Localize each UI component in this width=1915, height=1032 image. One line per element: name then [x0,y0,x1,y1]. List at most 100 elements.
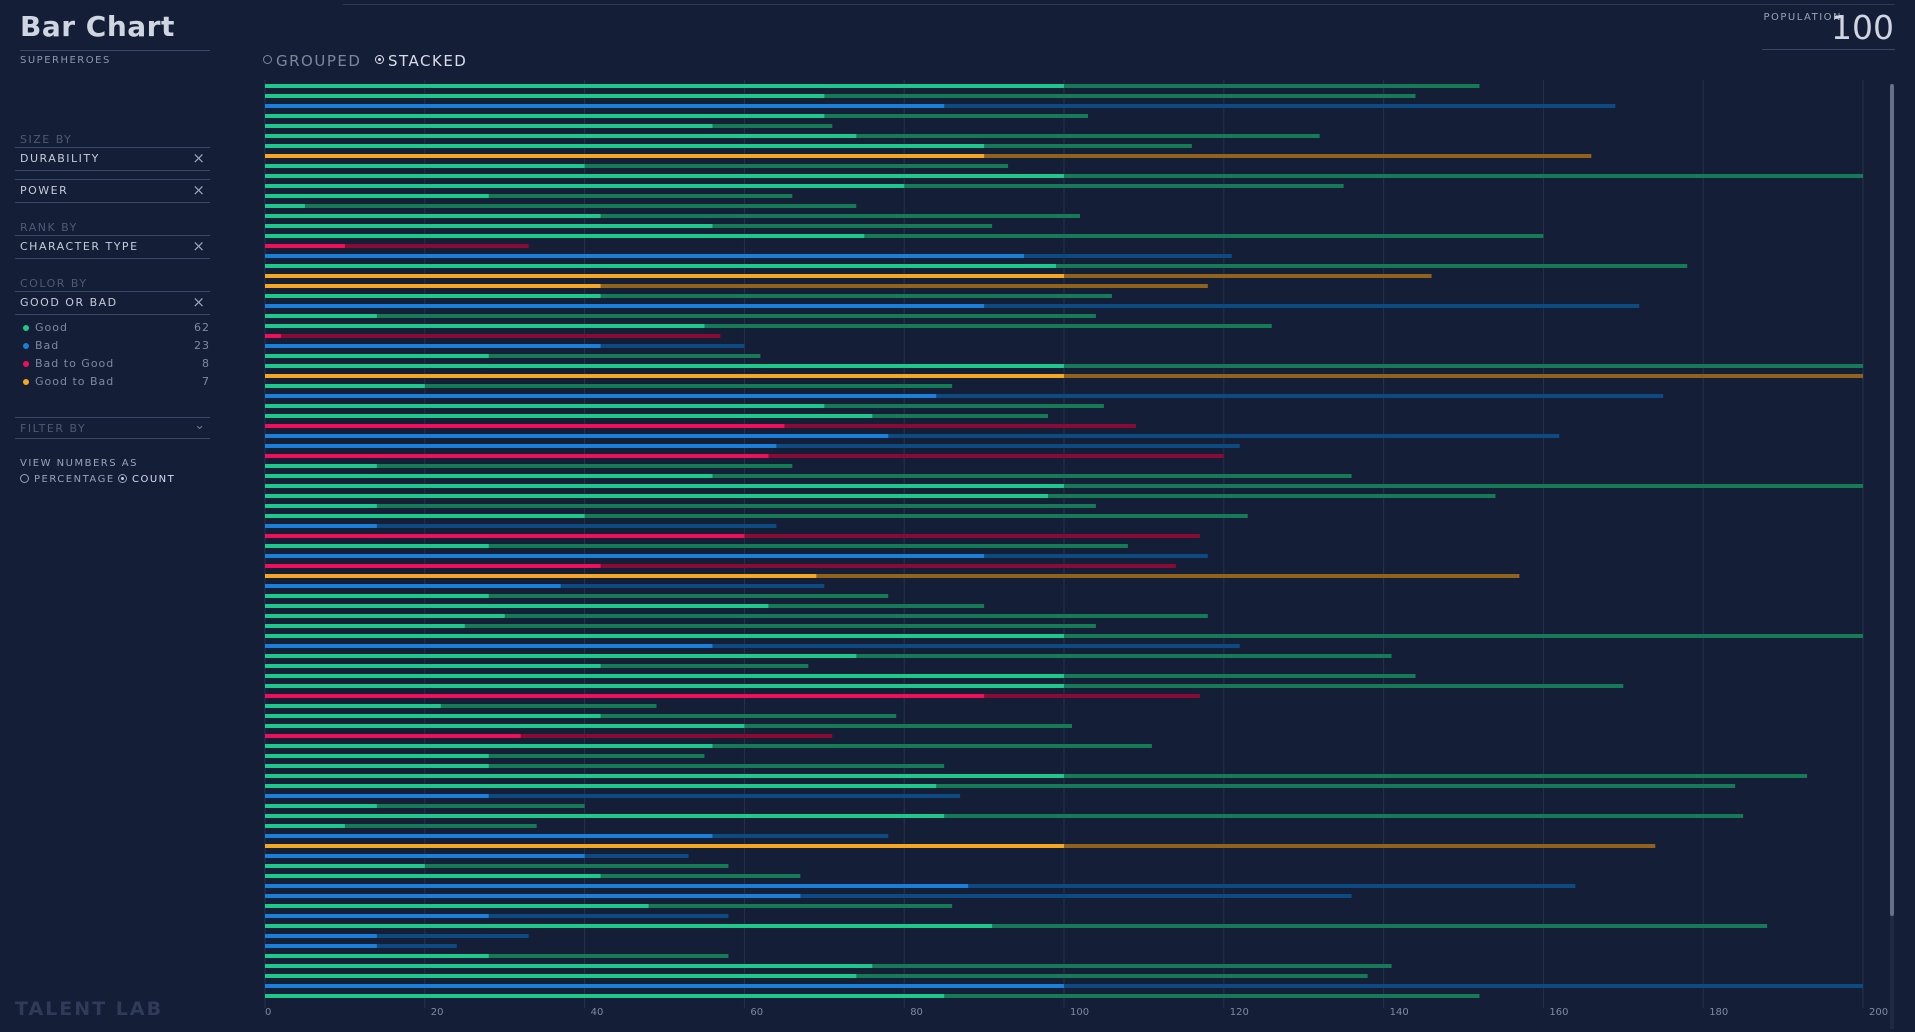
bar-durability-36[interactable] [265,444,777,448]
bar-power-27[interactable] [265,354,761,358]
bar-durability-7[interactable] [265,154,985,158]
bar-durability-63[interactable] [265,714,601,718]
bar-durability-83[interactable] [265,914,489,918]
bar-durability-38[interactable] [265,464,377,468]
bar-durability-2[interactable] [265,104,945,108]
bar-durability-1[interactable] [265,94,825,98]
remove-color-icon[interactable]: × [192,293,205,311]
bar-power-72[interactable] [265,804,585,808]
bar-durability-76[interactable] [265,844,1064,848]
bar-durability-68[interactable] [265,764,489,768]
bar-durability-58[interactable] [265,664,601,668]
bar-power-65[interactable] [265,734,833,738]
bar-power-35[interactable] [265,434,1560,438]
bar-power-62[interactable] [265,704,657,708]
bar-durability-74[interactable] [265,824,345,828]
bar-power-8[interactable] [265,164,1009,168]
bar-power-68[interactable] [265,764,945,768]
view-count-radio[interactable]: COUNT [118,474,175,485]
bar-durability-72[interactable] [265,804,377,808]
bar-power-49[interactable] [265,574,1520,578]
legend-item-bad-to-good[interactable]: Bad to Good 8 [20,357,210,373]
bar-durability-18[interactable] [265,264,1057,268]
size-by-durability-chip[interactable]: DURABILITY × [15,147,210,171]
bar-durability-40[interactable] [265,484,1064,488]
bar-durability-71[interactable] [265,794,489,798]
bar-durability-47[interactable] [265,554,985,558]
bar-durability-6[interactable] [265,144,985,148]
bar-durability-41[interactable] [265,494,1049,498]
bar-durability-80[interactable] [265,884,969,888]
scrollbar-thumb[interactable] [1890,84,1894,916]
mode-grouped-radio[interactable]: GROUPED [263,52,361,70]
bar-durability-3[interactable] [265,114,825,118]
bar-durability-79[interactable] [265,874,601,878]
bar-durability-48[interactable] [265,564,601,568]
bar-durability-55[interactable] [265,634,1064,638]
bar-power-71[interactable] [265,794,961,798]
bar-durability-34[interactable] [265,424,785,428]
bar-durability-21[interactable] [265,294,601,298]
bar-durability-67[interactable] [265,754,489,758]
bar-durability-77[interactable] [265,854,585,858]
bar-power-78[interactable] [265,864,729,868]
remove-power-icon[interactable]: × [192,181,205,199]
bar-durability-43[interactable] [265,514,585,518]
bar-durability-4[interactable] [265,124,713,128]
legend-item-good-to-bad[interactable]: Good to Bad 7 [20,375,210,391]
bar-durability-90[interactable] [265,984,1064,988]
bar-durability-25[interactable] [265,334,281,338]
bar-durability-11[interactable] [265,194,489,198]
bar-power-11[interactable] [265,194,793,198]
bar-power-31[interactable] [265,394,1664,398]
bar-power-85[interactable] [265,934,529,938]
bar-durability-75[interactable] [265,834,713,838]
bar-durability-44[interactable] [265,524,377,528]
bar-durability-15[interactable] [265,234,865,238]
bar-durability-45[interactable] [265,534,745,538]
bar-power-46[interactable] [265,544,1128,548]
bar-durability-39[interactable] [265,474,713,478]
bar-power-53[interactable] [265,614,1208,618]
bar-durability-85[interactable] [265,934,377,938]
rank-by-chip[interactable]: CHARACTER TYPE × [15,235,210,259]
filter-by-dropdown[interactable]: FILTER BY ⌄ [15,417,210,439]
bar-durability-12[interactable] [265,204,305,208]
bar-durability-31[interactable] [265,394,937,398]
remove-rank-icon[interactable]: × [192,237,205,255]
bar-durability-65[interactable] [265,734,521,738]
bar-durability-69[interactable] [265,774,1064,778]
legend-item-bad[interactable]: Bad 23 [20,339,210,355]
size-by-power-chip[interactable]: POWER × [15,179,210,203]
bar-power-1[interactable] [265,94,1416,98]
bar-durability-91[interactable] [265,994,945,998]
bar-durability-19[interactable] [265,274,1064,278]
bar-durability-78[interactable] [265,864,425,868]
bar-power-84[interactable] [265,924,1768,928]
bar-power-30[interactable] [265,384,953,388]
bar-durability-16[interactable] [265,244,345,248]
bar-power-16[interactable] [265,244,529,248]
bar-durability-54[interactable] [265,624,465,628]
bar-durability-33[interactable] [265,414,873,418]
bar-durability-46[interactable] [265,544,489,548]
bar-durability-60[interactable] [265,684,1064,688]
bar-durability-61[interactable] [265,694,985,698]
bar-power-54[interactable] [265,624,1096,628]
bar-durability-62[interactable] [265,704,441,708]
bar-durability-51[interactable] [265,594,489,598]
bar-durability-84[interactable] [265,924,993,928]
bar-durability-5[interactable] [265,134,857,138]
bar-power-25[interactable] [265,334,721,338]
mode-stacked-radio[interactable]: STACKED [375,52,467,70]
bar-durability-28[interactable] [265,364,1064,368]
bar-durability-14[interactable] [265,224,713,228]
bar-durability-0[interactable] [265,84,1064,88]
bar-power-51[interactable] [265,594,889,598]
bar-durability-29[interactable] [265,374,1064,378]
bar-power-21[interactable] [265,294,1112,298]
bar-durability-8[interactable] [265,164,585,168]
bar-power-43[interactable] [265,514,1248,518]
bar-power-42[interactable] [265,504,1096,508]
bar-durability-52[interactable] [265,604,769,608]
